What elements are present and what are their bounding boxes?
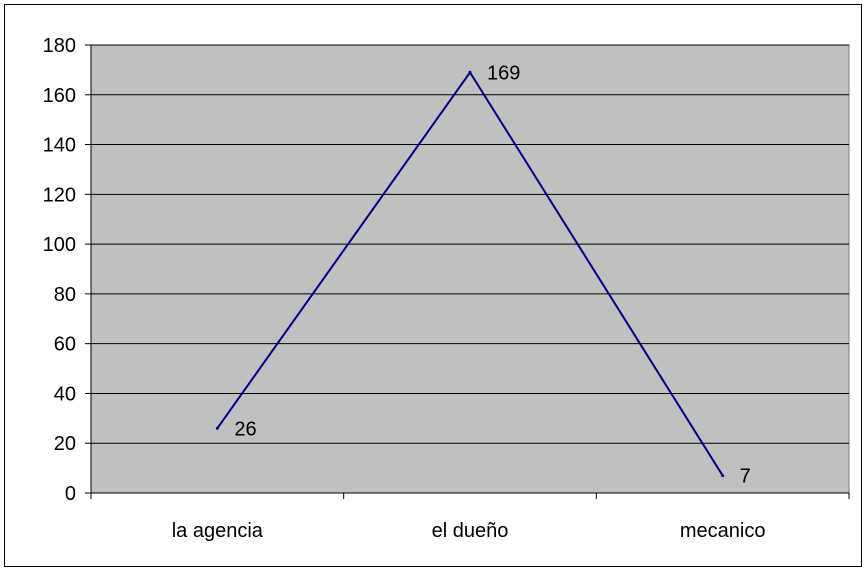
y-tick-label: 80 [54, 284, 76, 306]
y-tick-label: 40 [54, 383, 76, 405]
y-tick-label: 60 [54, 334, 76, 356]
y-axis-ticks: 0 20 40 60 80 100 120 140 160 180 [43, 35, 91, 505]
y-tick-label: 0 [65, 483, 76, 505]
data-label: 169 [487, 62, 520, 84]
y-tick-label: 180 [43, 35, 76, 57]
data-label: 26 [234, 418, 256, 440]
data-labels: 26 169 7 [234, 62, 750, 487]
data-label: 7 [740, 466, 751, 488]
x-axis-ticks: la agencia el dueño mecanico [90, 493, 850, 542]
series [215, 70, 725, 478]
y-tick-label: 160 [43, 85, 76, 107]
x-category-label: el dueño [432, 520, 509, 542]
y-tick-label: 120 [43, 184, 76, 206]
y-tick-label: 140 [43, 135, 76, 157]
axes [90, 45, 849, 494]
plot-area [90, 44, 850, 494]
data-point [215, 426, 219, 430]
data-point [468, 70, 472, 74]
x-category-label: la agencia [172, 520, 264, 542]
data-point [721, 474, 725, 478]
y-tick-label: 20 [54, 433, 76, 455]
gridlines [91, 44, 849, 444]
x-category-label: mecanico [680, 520, 766, 542]
y-tick-label: 100 [43, 234, 76, 256]
